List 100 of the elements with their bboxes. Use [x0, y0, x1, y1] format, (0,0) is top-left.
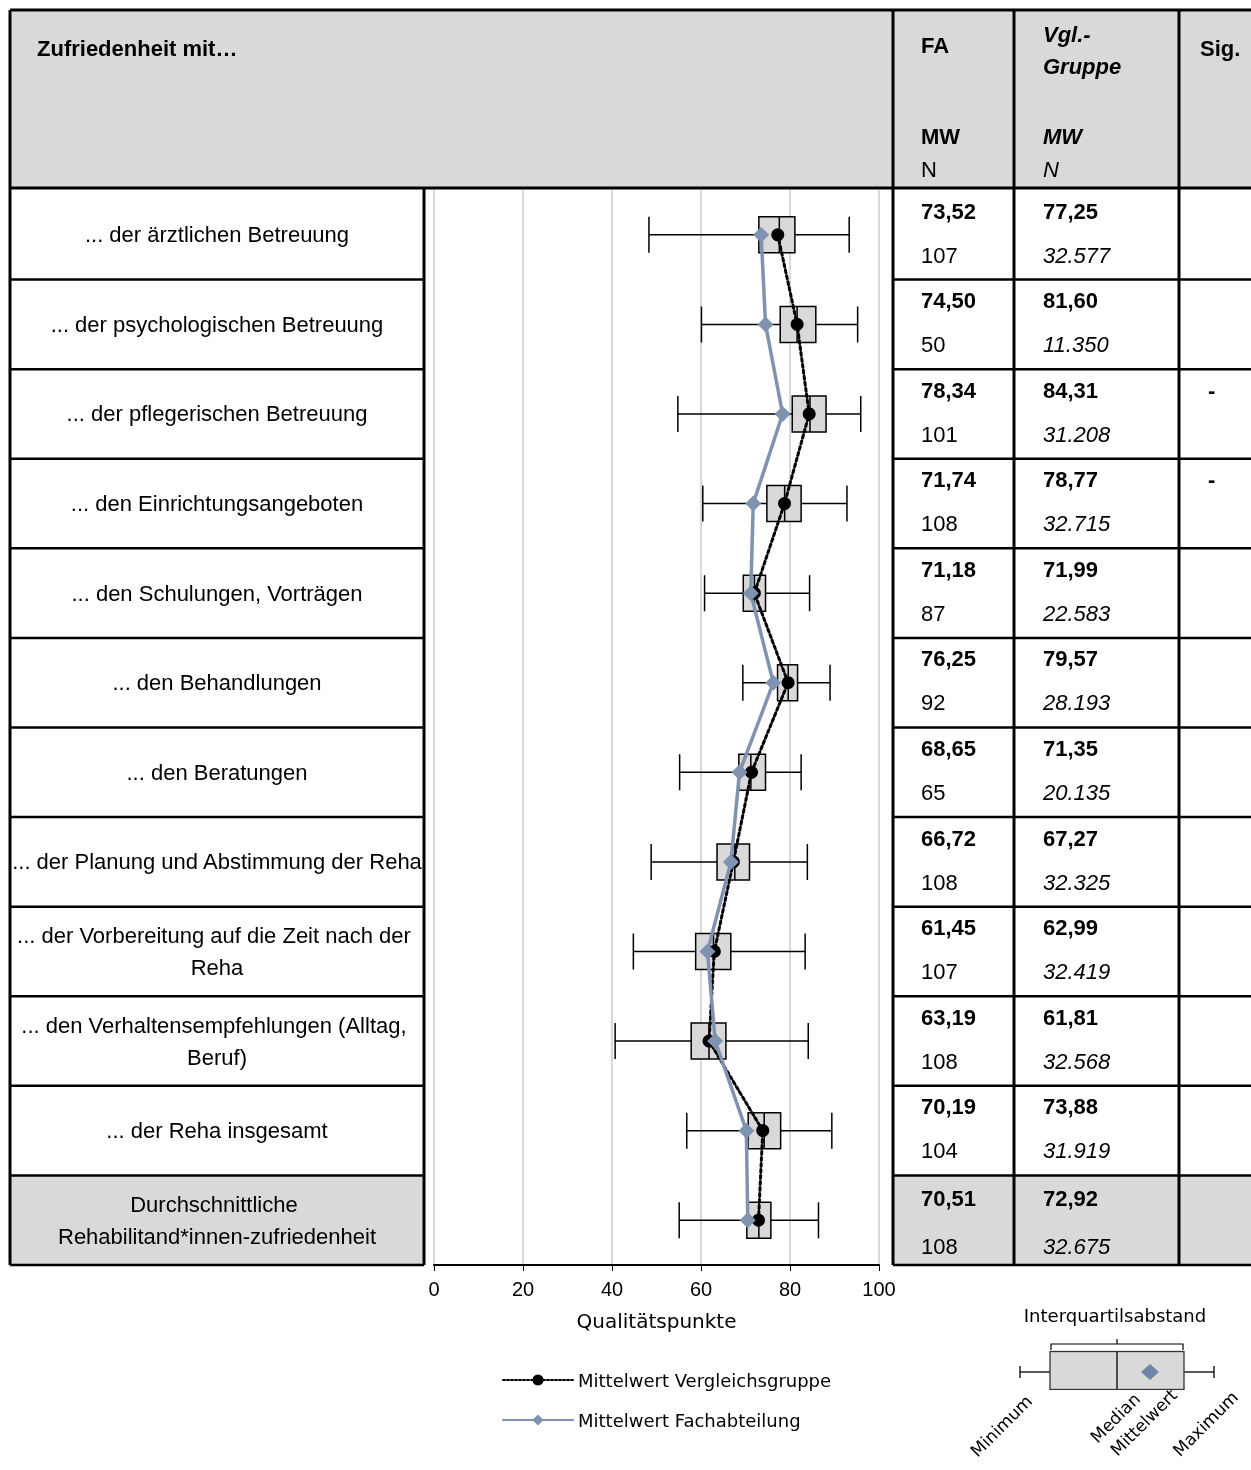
- data-label: 63,19: [921, 1004, 977, 1030]
- data-label: 81,60: [1043, 288, 1099, 314]
- y-tick-label: ... der Reha insgesamt: [106, 1118, 328, 1144]
- y-tick-label: ... den Beratungen: [126, 759, 308, 785]
- text: 107: [921, 959, 958, 985]
- data-label: 79,57: [1043, 646, 1099, 672]
- text: 11.350: [1043, 332, 1110, 358]
- point: [774, 405, 791, 422]
- text: 31.919: [1043, 1138, 1111, 1164]
- x-tick-label: 80: [778, 1278, 802, 1300]
- point: [739, 1212, 756, 1229]
- data-label: 70,51: [921, 1185, 977, 1211]
- y-tick-label: ... der ärztlichen Betreuung: [84, 222, 350, 248]
- y-tick-label: ... der Vorbereitung auf die Zeit nach der Reha: [17, 922, 417, 980]
- data-label: 62,99: [1043, 915, 1099, 941]
- data-label: 73,88: [1043, 1094, 1099, 1120]
- point: [753, 226, 770, 243]
- x-tick-label: 20: [511, 1278, 535, 1300]
- text: N: [1043, 156, 1059, 182]
- text: Vgl.-Gruppe: [1043, 21, 1122, 79]
- text: 32.715: [1043, 511, 1112, 537]
- text: MW: [1043, 123, 1085, 149]
- text: 108: [921, 1233, 958, 1259]
- point: [738, 1122, 755, 1139]
- data-label: 70,19: [921, 1094, 977, 1120]
- y-tick-label: ... den Behandlungen: [112, 670, 322, 696]
- text: 108: [921, 869, 958, 895]
- legend-label: Mittelwert Vergleichsgruppe: [578, 1369, 832, 1391]
- text: 32.577: [1043, 242, 1112, 268]
- data-label: 74,50: [921, 288, 977, 314]
- x-tick-label: 0: [428, 1278, 440, 1300]
- data-label: 84,31: [1043, 377, 1099, 403]
- data-label: 71,99: [1043, 556, 1099, 582]
- y-tick-label: Durchschnittliche Rehabilitand*innen-zufriedenheit: [57, 1191, 377, 1249]
- text: 104: [921, 1138, 958, 1164]
- data-label: 61,81: [1043, 1004, 1099, 1030]
- text: N: [921, 156, 937, 182]
- text: 50: [921, 332, 946, 358]
- point: [707, 1033, 724, 1050]
- x-tick-label: 60: [689, 1278, 713, 1300]
- x-axis-title: Qualitätspunkte: [576, 1309, 737, 1333]
- y-tick-label: ... der Planung und Abstimmung der Reha: [12, 849, 423, 875]
- point: [790, 317, 804, 331]
- text: -: [1208, 467, 1216, 493]
- text: 65: [921, 780, 946, 805]
- text: 32.568: [1043, 1048, 1112, 1074]
- point: [745, 765, 759, 779]
- text: 31.208: [1043, 421, 1112, 447]
- text: 108: [921, 1048, 958, 1074]
- point: [756, 1124, 770, 1138]
- data-label: 71,74: [921, 467, 977, 493]
- legend-label: Mittelwert Fachabteilung: [578, 1409, 801, 1431]
- text: 87: [921, 600, 946, 626]
- y-tick-label: ... der psychologischen Betreuung: [50, 311, 384, 337]
- data-label: 67,27: [1043, 825, 1099, 851]
- point: [745, 495, 762, 512]
- text: -: [1208, 377, 1216, 403]
- data-label: 71,18: [921, 556, 977, 582]
- text: 108: [921, 511, 958, 537]
- data-label: 68,65: [921, 736, 977, 761]
- data-label: 73,52: [921, 198, 977, 224]
- x-tick-label: 40: [600, 1278, 624, 1300]
- point: [742, 585, 759, 602]
- text: 32.325: [1043, 869, 1112, 895]
- text: 32.675: [1043, 1233, 1112, 1259]
- point: [771, 228, 785, 242]
- text: MW: [921, 123, 961, 149]
- text: 22.583: [1042, 600, 1112, 626]
- data-label: 66,72: [921, 825, 977, 851]
- text: Zufriedenheit mit…: [37, 35, 238, 61]
- text: 92: [921, 690, 946, 716]
- y-tick-label: ... den Schulungen, Vorträgen: [71, 580, 363, 606]
- text: 28.193: [1042, 690, 1112, 716]
- text: Interquartilsabstand: [1023, 1304, 1207, 1326]
- text: 101: [921, 421, 958, 447]
- point: [722, 853, 739, 870]
- point: [778, 497, 792, 511]
- point: [802, 407, 816, 421]
- text: 107: [921, 242, 958, 268]
- text: 32.419: [1043, 959, 1111, 985]
- y-tick-label: ... den Einrichtungsangeboten: [70, 491, 364, 517]
- point: [781, 676, 795, 690]
- data-label: 72,92: [1043, 1185, 1099, 1211]
- text: 20.135: [1042, 780, 1112, 805]
- point: [765, 674, 782, 691]
- point: [757, 316, 774, 333]
- text: FA: [921, 32, 950, 58]
- text: Sig.: [1200, 35, 1241, 61]
- y-tick-label: ... den Verhaltensempfehlungen (Alltag, Beruf): [21, 1012, 413, 1070]
- data-label: 78,34: [921, 377, 977, 403]
- point: [699, 943, 716, 960]
- data-label: 78,77: [1043, 467, 1099, 493]
- data-label: 77,25: [1043, 198, 1099, 224]
- data-label: 71,35: [1043, 736, 1099, 761]
- x-tick-label: 100: [862, 1278, 896, 1300]
- data-label: 61,45: [921, 915, 977, 941]
- data-label: 76,25: [921, 646, 977, 672]
- y-tick-label: ... der pflegerischen Betreuung: [66, 401, 368, 427]
- point: [731, 764, 748, 781]
- point: [752, 1213, 765, 1227]
